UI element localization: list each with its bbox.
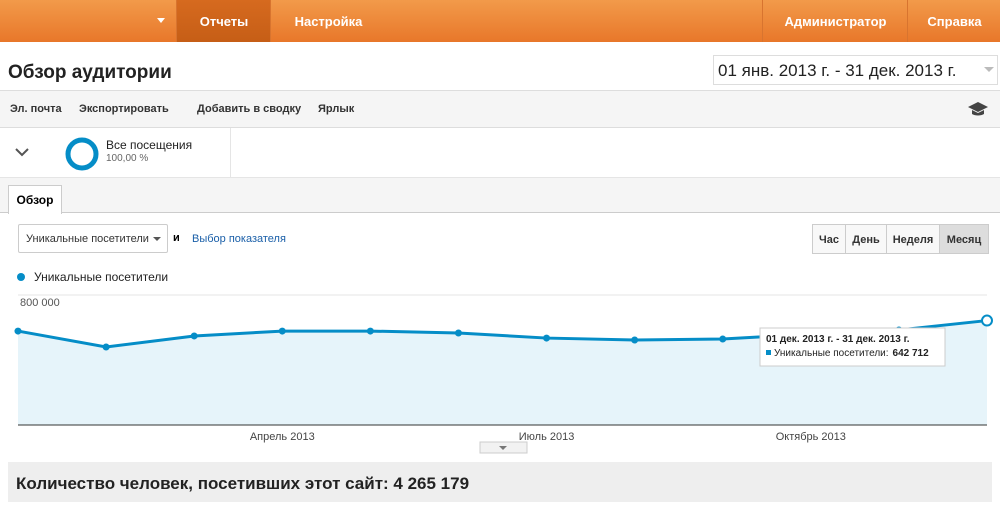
point: [543, 334, 551, 342]
nav-item[interactable]: Отчеты: [176, 0, 271, 42]
point: [631, 336, 639, 344]
toolbar: Эл. почта Экспортировать Добавить в сводку…: [0, 90, 1000, 128]
x-tick-label: Июль 2013: [519, 431, 575, 443]
page-title: Обзор аудитории: [8, 62, 172, 83]
area: [18, 320, 987, 425]
point: [454, 329, 462, 337]
granularity-button[interactable]: День: [845, 224, 887, 254]
date-arrow[interactable]: [983, 65, 995, 75]
point: [190, 332, 198, 340]
tab[interactable]: Обзор: [8, 185, 62, 214]
nav-bar: Отчеты Настройка Администратор Справка: [0, 0, 1000, 42]
tooltip: [759, 327, 946, 367]
toolbar-button[interactable]: Добавить в сводку: [197, 103, 302, 115]
toolbar-button[interactable]: Экспортировать: [79, 103, 169, 115]
metric-select[interactable]: Уникальные посетители: [18, 224, 168, 253]
scroll-arrow: [499, 446, 507, 450]
x-tick-label: Октябрь 2013: [776, 431, 846, 443]
segment-share: 100,00 %: [106, 153, 149, 164]
point: [102, 343, 110, 351]
and-label: и: [173, 232, 180, 244]
point: [719, 335, 727, 343]
select-arrow: [153, 237, 161, 241]
nav-arrow[interactable]: [156, 17, 166, 25]
tooltip-title: 01 дек. 2013 г. - 31 дек. 2013 г.: [766, 334, 910, 345]
tab-row: [0, 178, 1000, 213]
academy-icon[interactable]: [966, 101, 990, 117]
segment-row: Все посещения 100,00 %: [0, 128, 1000, 178]
nav-item[interactable]: Администратор: [762, 0, 908, 42]
point: [981, 314, 993, 327]
date-range[interactable]: 01 янв. 2013 г. - 31 дек. 2013 г.: [713, 55, 998, 85]
segment-ring: [65, 137, 99, 171]
point: [366, 327, 374, 335]
x-tick-label: Апрель 2013: [250, 431, 315, 443]
point: [14, 327, 22, 335]
toolbar-button[interactable]: Эл. почта: [10, 103, 62, 115]
granularity-button[interactable]: Час: [812, 224, 846, 254]
tooltip-marker: [766, 350, 771, 355]
toolbar-button[interactable]: Ярлык: [318, 103, 355, 115]
tooltip-value: 642 712: [893, 348, 930, 359]
legend-label: Уникальные посетители: [34, 270, 168, 284]
summary: Количество человек, посетивших этот сайт…: [8, 462, 992, 502]
legend-marker: [17, 273, 25, 281]
granularity-button[interactable]: Месяц: [939, 224, 989, 254]
granularity-button[interactable]: Неделя: [886, 224, 940, 254]
tooltip-label: Уникальные посетители:: [774, 348, 889, 359]
nav-item[interactable]: Настройка: [270, 0, 386, 42]
expand-icon[interactable]: [14, 146, 30, 158]
nav-item[interactable]: Справка: [907, 0, 1000, 42]
metric-link[interactable]: Выбор показателя: [192, 233, 286, 245]
y-tick-label: 800 000: [20, 297, 60, 309]
segment-name: Все посещения: [106, 138, 193, 152]
point: [278, 327, 286, 335]
